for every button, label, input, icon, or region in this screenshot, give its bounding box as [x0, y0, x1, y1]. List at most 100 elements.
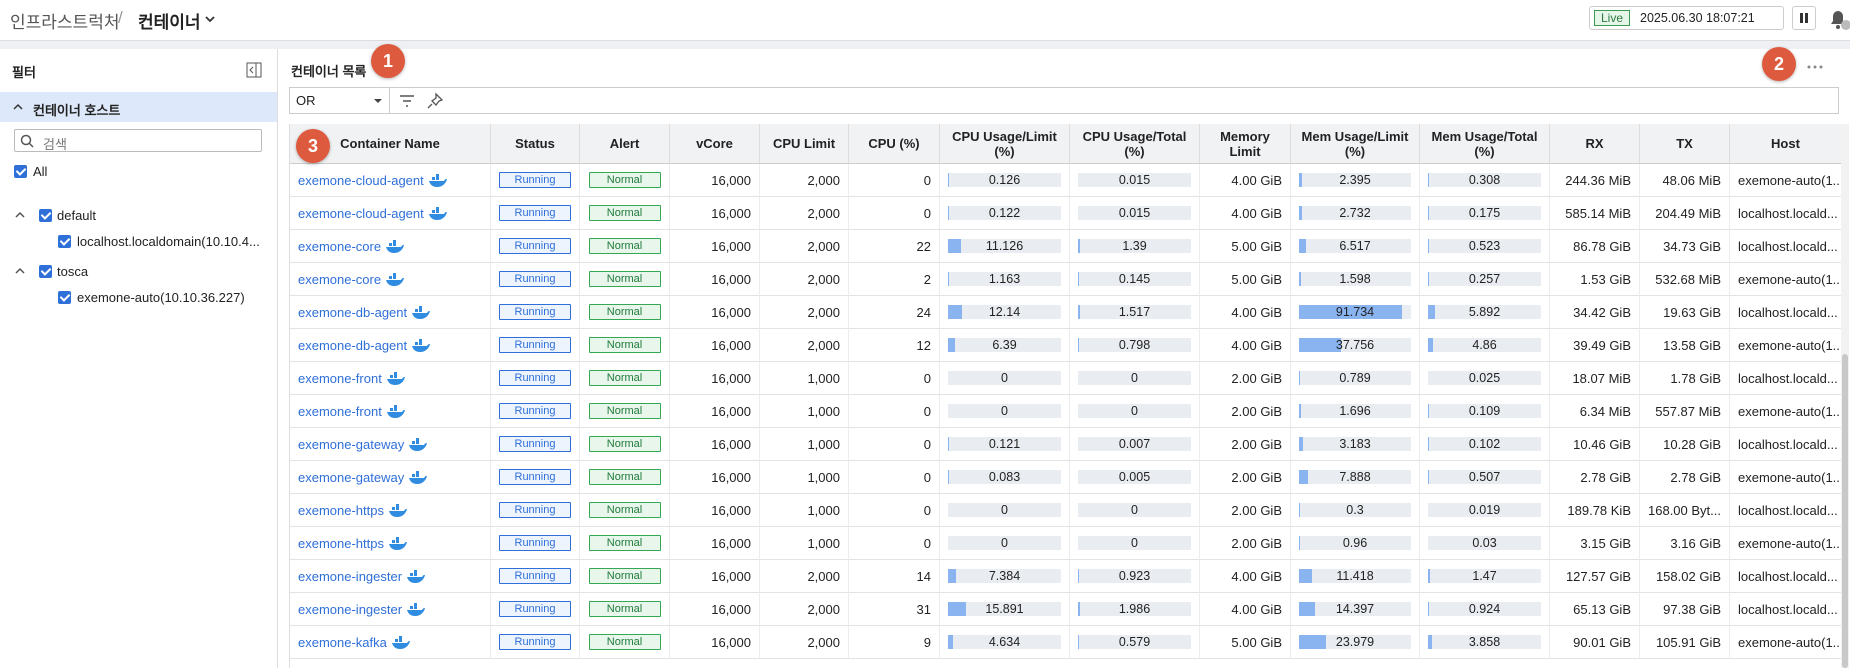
docker-icon [391, 635, 410, 649]
usage-fill [1428, 338, 1434, 352]
cell: 1,000 [760, 395, 849, 428]
search-icon [20, 134, 34, 148]
column-header[interactable]: CPU (%) [849, 124, 940, 164]
container-link[interactable]: exemone-front [298, 403, 382, 419]
alert-badge: Normal [588, 370, 661, 386]
cell-text: 19.63 GiB [1663, 304, 1721, 320]
cell-text: 22 [916, 238, 931, 254]
filter-panel: 필터 컨테이너 호스트 검색 All default localhost.loca… [0, 49, 278, 668]
more-icon[interactable] [1805, 57, 1825, 77]
cell-text: exemone-auto(1... [1738, 535, 1841, 551]
usage-value: 0.015 [1118, 206, 1151, 220]
usage-fill [1428, 470, 1429, 484]
cell-text: exemone-auto(1... [1738, 271, 1841, 287]
column-header[interactable]: RX [1550, 124, 1640, 164]
cell: exemone-db-agent [290, 296, 491, 329]
container-link[interactable]: exemone-gateway [298, 436, 405, 452]
scroll-thumb[interactable] [1842, 354, 1848, 668]
search-box[interactable]: 검색 [14, 129, 262, 152]
docker-icon [386, 404, 405, 418]
container-link[interactable]: exemone-cloud-agent [298, 172, 424, 188]
cell-text: exemone-auto(1... [1738, 172, 1841, 188]
usage-fill [1299, 569, 1312, 583]
cell-text: 1,000 [807, 502, 840, 518]
cell: Normal [580, 494, 670, 527]
checkbox[interactable] [39, 265, 52, 278]
cell-text: 31 [916, 601, 931, 617]
filter-icon[interactable] [398, 92, 416, 110]
container-link[interactable]: exemone-ingester [298, 601, 403, 617]
column-header[interactable]: Host [1730, 124, 1841, 164]
container-link[interactable]: exemone-ingester [298, 568, 403, 584]
cell-text: exemone-auto(1... [1738, 403, 1841, 419]
cell: 0.523 [1420, 230, 1550, 263]
container-link[interactable]: exemone-kafka [298, 634, 387, 650]
column-header[interactable]: CPU Usage/Limit (%) [940, 124, 1070, 164]
usage-value: 0.923 [1118, 569, 1151, 583]
container-link[interactable]: exemone-https [298, 502, 384, 518]
container-link[interactable]: exemone-cloud-agent [298, 205, 424, 221]
operator-select[interactable]: OR [290, 88, 390, 113]
usage-bar: 0 [948, 536, 1061, 550]
bell-icon[interactable] [1826, 8, 1850, 32]
cell-text: localhost.locald... [1738, 436, 1838, 452]
container-link[interactable]: exemone-front [298, 370, 382, 386]
usage-value: 2.395 [1339, 173, 1371, 187]
status-badge: Running [499, 601, 571, 617]
cell: Running [491, 197, 580, 230]
column-header[interactable]: Alert [580, 124, 670, 164]
cell: 16,000 [670, 230, 760, 263]
column-header[interactable]: CPU Usage/Total (%) [1070, 124, 1200, 164]
dropdown-icon[interactable] [204, 13, 216, 25]
cell: Normal [580, 164, 670, 197]
cell-text: localhost.locald... [1738, 568, 1838, 584]
container-link[interactable]: exemone-core [298, 238, 382, 254]
usage-value: 0.523 [1468, 239, 1501, 253]
column-header[interactable]: Mem Usage/Total (%) [1420, 124, 1550, 164]
checkbox[interactable] [39, 209, 52, 222]
container-link[interactable]: exemone-gateway [298, 469, 405, 485]
container-link[interactable]: exemone-db-agent [298, 337, 408, 353]
cell-text: 18.07 MiB [1572, 370, 1631, 386]
usage-bar: 0.015 [1078, 206, 1191, 220]
checkbox[interactable] [58, 291, 71, 304]
cell: 2.00 GiB [1200, 494, 1291, 527]
column-header[interactable]: Memory Limit [1200, 124, 1291, 164]
column-header[interactable]: Status [491, 124, 580, 164]
usage-value: 6.517 [1339, 239, 1371, 253]
cell-text: 10.28 GiB [1663, 436, 1721, 452]
column-header[interactable]: vCore [670, 124, 760, 164]
chevron[interactable] [14, 209, 26, 221]
usage-value: 0.03 [1472, 536, 1497, 550]
alert-badge: Normal [588, 502, 661, 518]
container-link[interactable]: exemone-core [298, 271, 382, 287]
cell-text: 2,000 [807, 568, 840, 584]
cell: 0.257 [1420, 263, 1550, 296]
column-header[interactable]: CPU Limit [760, 124, 849, 164]
breadcrumb[interactable]: 인프라스트럭처 [10, 13, 120, 32]
usage-value: 0.145 [1118, 272, 1151, 286]
cell-text: 2,000 [807, 304, 840, 320]
cell-text: 2.00 GiB [1231, 370, 1282, 386]
checkbox[interactable] [58, 235, 71, 248]
cell: Normal [580, 296, 670, 329]
column-header[interactable]: Mem Usage/Limit (%) [1291, 124, 1420, 164]
container-link[interactable]: exemone-db-agent [298, 304, 408, 320]
pin-icon[interactable] [426, 92, 444, 110]
column-header[interactable]: TX [1640, 124, 1730, 164]
usage-bar: 1.986 [1078, 602, 1191, 616]
page-title[interactable]: 컨테이너 [138, 13, 201, 32]
chevron[interactable] [14, 265, 26, 277]
usage-bar: 0.3 [1299, 503, 1411, 517]
cell-text: 189.78 KiB [1567, 502, 1631, 518]
usage-bar: 0 [1078, 503, 1191, 517]
time-box[interactable]: Live 2025.06.30 18:07:21 [1589, 6, 1784, 30]
cell: exemone-auto(1... [1730, 395, 1841, 428]
container-link[interactable]: exemone-https [298, 535, 384, 551]
pause-button[interactable] [1792, 6, 1816, 30]
section-header[interactable]: 컨테이너 호스트 [0, 92, 277, 122]
cell: 0.145 [1070, 263, 1200, 296]
cell: 0 [1070, 527, 1200, 560]
checkbox[interactable] [14, 165, 27, 178]
collapse-icon[interactable] [246, 62, 262, 78]
